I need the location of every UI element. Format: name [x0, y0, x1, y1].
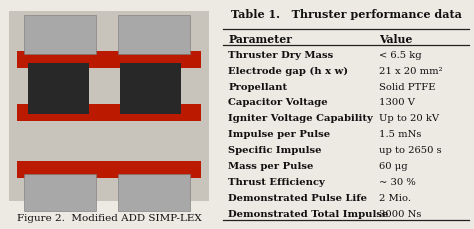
FancyBboxPatch shape [118, 16, 190, 55]
Text: 21 x 20 mm²: 21 x 20 mm² [379, 66, 443, 75]
FancyBboxPatch shape [24, 16, 96, 55]
Text: up to 2650 s: up to 2650 s [379, 146, 442, 155]
Text: Electrode gap (h x w): Electrode gap (h x w) [228, 66, 348, 75]
Text: Value: Value [379, 34, 413, 45]
FancyBboxPatch shape [24, 174, 96, 211]
Text: ~ 30 %: ~ 30 % [379, 177, 416, 186]
FancyBboxPatch shape [18, 161, 201, 179]
FancyBboxPatch shape [18, 52, 201, 69]
Text: Capacitor Voltage: Capacitor Voltage [228, 98, 328, 107]
Text: 1300 V: 1300 V [379, 98, 415, 107]
Text: Specific Impulse: Specific Impulse [228, 146, 322, 155]
Text: Mass per Pulse: Mass per Pulse [228, 161, 314, 170]
FancyBboxPatch shape [9, 11, 210, 202]
Text: 60 μg: 60 μg [379, 161, 408, 170]
Text: < 6.5 kg: < 6.5 kg [379, 51, 422, 60]
Text: Demonstrated Pulse Life: Demonstrated Pulse Life [228, 193, 367, 202]
Text: 1.5 mNs: 1.5 mNs [379, 130, 422, 139]
FancyBboxPatch shape [28, 64, 90, 114]
Text: Figure 2.  Modified ADD SIMP-LEX: Figure 2. Modified ADD SIMP-LEX [17, 213, 201, 222]
FancyBboxPatch shape [118, 174, 190, 211]
Text: Igniter Voltage Capability: Igniter Voltage Capability [228, 114, 373, 123]
Text: Solid PTFE: Solid PTFE [379, 82, 436, 91]
FancyBboxPatch shape [120, 64, 181, 114]
Text: Thrust Efficiency: Thrust Efficiency [228, 177, 325, 186]
Text: 2 Mio.: 2 Mio. [379, 193, 411, 202]
Text: Impulse per Pulse: Impulse per Pulse [228, 130, 330, 139]
Text: Thruster Dry Mass: Thruster Dry Mass [228, 51, 334, 60]
Text: Parameter: Parameter [228, 34, 292, 45]
FancyBboxPatch shape [18, 104, 201, 121]
Text: 3000 Ns: 3000 Ns [379, 209, 422, 218]
Text: Table 1.   Thruster performance data: Table 1. Thruster performance data [230, 9, 462, 20]
Text: Demonstrated Total Impulse: Demonstrated Total Impulse [228, 209, 389, 218]
Text: Up to 20 kV: Up to 20 kV [379, 114, 439, 123]
Text: Propellant: Propellant [228, 82, 287, 91]
